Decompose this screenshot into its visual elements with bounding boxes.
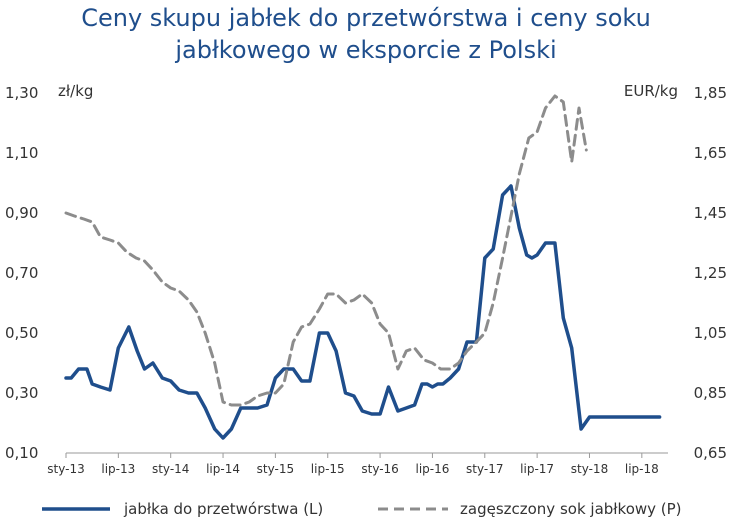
chart-title: Ceny skupu jabłek do przetwórstwa i ceny… <box>0 2 732 66</box>
chart-title-line1: Ceny skupu jabłek do przetwórstwa i ceny… <box>81 4 651 32</box>
x-tick-label: lip-17 <box>520 462 554 476</box>
x-tick-label: sty-17 <box>466 462 503 476</box>
legend-label-juice: zagęszczony sok jabłkowy (P) <box>460 500 682 518</box>
y-left-tick-label: 0,70 <box>5 264 38 282</box>
y-right-tick-label: 1,65 <box>694 144 727 162</box>
y-right-unit: EUR/kg <box>624 82 678 100</box>
y-left-tick-label: 0,30 <box>5 384 38 402</box>
series-line-juice <box>64 94 588 407</box>
x-tick-label: sty-13 <box>47 462 84 476</box>
y-left-unit: zł/kg <box>58 82 93 100</box>
x-tick-label: sty-15 <box>257 462 294 476</box>
series-line-apples <box>64 184 662 440</box>
x-tick-label: sty-16 <box>361 462 398 476</box>
legend-label-apples: jabłka do przetwórstwa (L) <box>123 500 323 518</box>
right-axis-ticks: 1,85 1,65 1,45 1,25 1,05 0,85 0,65 EUR/kg <box>624 82 727 462</box>
left-axis-ticks: 1,30 1,10 0,90 0,70 0,50 0,30 0,10 zł/kg <box>5 82 93 462</box>
x-tick-label: sty-14 <box>152 462 189 476</box>
y-left-tick-label: 0,90 <box>5 204 38 222</box>
x-tick-label: lip-15 <box>311 462 345 476</box>
y-left-tick-label: 0,10 <box>5 444 38 462</box>
x-tick-label: lip-16 <box>415 462 449 476</box>
y-right-tick-label: 0,65 <box>694 444 727 462</box>
x-tick-label: sty-18 <box>571 462 608 476</box>
legend: jabłka do przetwórstwa (L) zagęszczony so… <box>42 500 682 518</box>
series-layer <box>64 94 662 440</box>
y-right-tick-label: 1,25 <box>694 264 727 282</box>
x-tick-label: lip-14 <box>206 462 240 476</box>
y-left-tick-label: 0,50 <box>5 324 38 342</box>
y-right-tick-label: 1,45 <box>694 204 727 222</box>
y-left-tick-label: 1,10 <box>5 144 38 162</box>
y-right-tick-label: 1,85 <box>694 84 727 102</box>
y-left-tick-label: 1,30 <box>5 84 38 102</box>
x-axis-ticks: sty-13 lip-13 sty-14 lip-14 sty-15 lip-15 sty-… <box>47 453 659 476</box>
chart-title-line2: jabłkowego w eksporcie z Polski <box>175 36 557 64</box>
y-right-tick-label: 0,85 <box>694 384 727 402</box>
y-right-tick-label: 1,05 <box>694 324 727 342</box>
x-tick-label: lip-18 <box>625 462 659 476</box>
x-tick-label: lip-13 <box>101 462 135 476</box>
